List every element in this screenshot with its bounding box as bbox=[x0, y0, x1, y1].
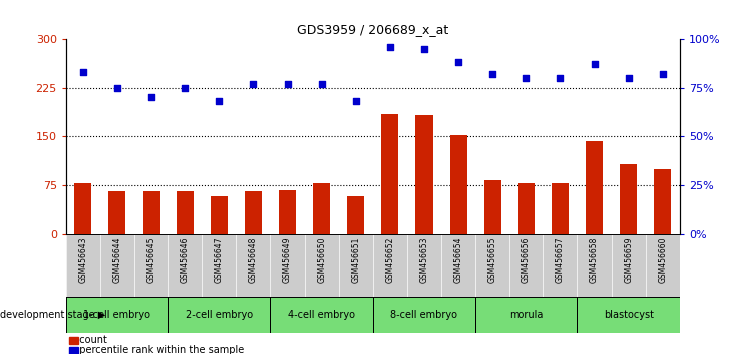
Text: GSM456644: GSM456644 bbox=[113, 237, 121, 283]
Bar bbox=[620, 164, 637, 234]
Text: GSM456648: GSM456648 bbox=[249, 237, 258, 283]
Bar bbox=[382, 114, 398, 234]
Text: GSM456659: GSM456659 bbox=[624, 237, 633, 283]
Text: GSM456649: GSM456649 bbox=[283, 237, 292, 283]
Bar bbox=[143, 192, 159, 234]
Point bbox=[179, 85, 191, 90]
Text: GSM456654: GSM456654 bbox=[454, 237, 463, 283]
Point bbox=[248, 81, 260, 86]
Point bbox=[657, 71, 669, 77]
Text: GSM456660: GSM456660 bbox=[659, 237, 667, 283]
Bar bbox=[415, 115, 433, 234]
Text: morula: morula bbox=[509, 310, 544, 320]
Text: 4-cell embryo: 4-cell embryo bbox=[288, 310, 355, 320]
Bar bbox=[586, 142, 603, 234]
Text: GSM456655: GSM456655 bbox=[488, 237, 496, 283]
Text: GSM456643: GSM456643 bbox=[78, 237, 87, 283]
Point bbox=[281, 81, 293, 86]
Point bbox=[77, 69, 88, 75]
Text: GSM456657: GSM456657 bbox=[556, 237, 565, 283]
Text: GSM456645: GSM456645 bbox=[147, 237, 156, 283]
Bar bbox=[211, 196, 228, 234]
Text: GSM456652: GSM456652 bbox=[385, 237, 394, 283]
Point bbox=[350, 98, 362, 104]
Text: GSM456653: GSM456653 bbox=[420, 237, 428, 283]
Bar bbox=[177, 192, 194, 234]
Text: count: count bbox=[73, 335, 107, 345]
Text: GSM456658: GSM456658 bbox=[590, 237, 599, 283]
Point bbox=[623, 75, 635, 81]
Text: 8-cell embryo: 8-cell embryo bbox=[390, 310, 458, 320]
Point bbox=[418, 46, 430, 51]
Point bbox=[145, 95, 157, 100]
Point bbox=[316, 81, 327, 86]
Point bbox=[520, 75, 532, 81]
Text: GSM456651: GSM456651 bbox=[352, 237, 360, 283]
Point bbox=[111, 85, 123, 90]
Text: GSM456646: GSM456646 bbox=[181, 237, 189, 283]
Bar bbox=[75, 183, 91, 234]
Point bbox=[384, 44, 395, 50]
Point bbox=[486, 71, 498, 77]
Bar bbox=[552, 183, 569, 234]
Bar bbox=[313, 183, 330, 234]
Text: blastocyst: blastocyst bbox=[604, 310, 654, 320]
Bar bbox=[518, 183, 535, 234]
Text: GSM456647: GSM456647 bbox=[215, 237, 224, 283]
Bar bbox=[654, 169, 671, 234]
Text: development stage ▶: development stage ▶ bbox=[0, 310, 105, 320]
Point bbox=[452, 59, 464, 65]
Text: percentile rank within the sample: percentile rank within the sample bbox=[73, 346, 244, 354]
Point bbox=[555, 75, 567, 81]
Point bbox=[213, 98, 225, 104]
Text: GSM456656: GSM456656 bbox=[522, 237, 531, 283]
Text: 2-cell embryo: 2-cell embryo bbox=[186, 310, 253, 320]
Bar bbox=[484, 180, 501, 234]
Bar bbox=[279, 189, 296, 234]
Title: GDS3959 / 206689_x_at: GDS3959 / 206689_x_at bbox=[298, 23, 448, 36]
Bar bbox=[347, 196, 364, 234]
Bar bbox=[245, 192, 262, 234]
Bar bbox=[108, 192, 126, 234]
Text: 1-cell embryo: 1-cell embryo bbox=[83, 310, 151, 320]
Bar bbox=[450, 135, 466, 234]
Point bbox=[588, 61, 600, 67]
Text: GSM456650: GSM456650 bbox=[317, 237, 326, 283]
